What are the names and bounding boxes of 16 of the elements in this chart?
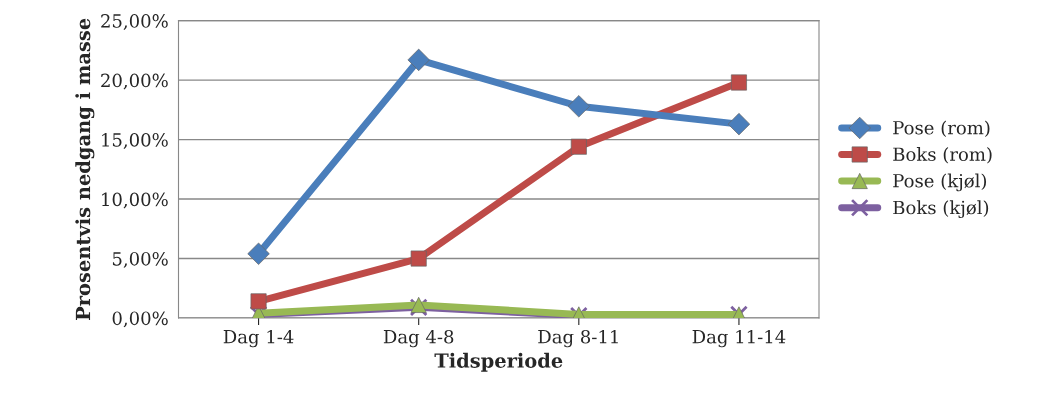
legend-label: Boks (rom): [893, 147, 992, 164]
x-tick-label: Dag 8-11: [538, 329, 618, 348]
y-tick-label: 15,00%: [102, 133, 168, 149]
x-axis-title: Tidsperiode: [434, 352, 563, 372]
y-tick-label: 20,00%: [101, 73, 168, 90]
y-tick-label: 10,00%: [102, 192, 168, 209]
y-axis-title: Prosentvis nedgang i masse: [75, 18, 95, 320]
legend-label: Pose (kjøl): [893, 173, 987, 192]
legend-label: Boks (kjøl): [893, 200, 989, 219]
x-tick-label: Dag 1-4: [223, 329, 294, 348]
y-tick-label: 0,00%: [112, 311, 168, 328]
x-tick-label: Dag 4-8: [383, 329, 454, 348]
x-tick-label: Dag 11-14: [692, 329, 786, 348]
y-tick-label: 25,00%: [101, 14, 168, 30]
legend-label: Pose (rom): [893, 120, 990, 138]
y-tick-label: 5,00%: [112, 252, 168, 268]
